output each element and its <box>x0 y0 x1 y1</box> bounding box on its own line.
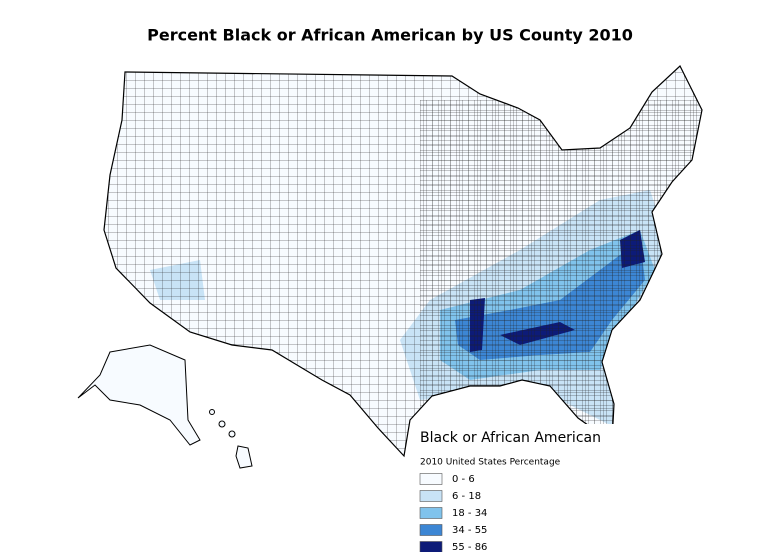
legend-swatch <box>419 541 443 552</box>
alaska <box>77 344 201 446</box>
map-title: Percent Black or African American by US … <box>147 26 633 45</box>
legend: 0 - 6 6 - 18 18 - 34 34 - 55 55 - 86 <box>419 473 487 552</box>
hawaii <box>209 409 253 469</box>
legend-label: 6 - 18 <box>452 491 481 502</box>
legend-swatch <box>419 490 443 502</box>
legend-label: 0 - 6 <box>452 474 475 485</box>
legend-subtitle: 2010 United States Percentage <box>420 458 561 468</box>
county-lines-east <box>420 100 702 456</box>
legend-swatch <box>419 473 443 485</box>
legend-label: 55 - 86 <box>452 542 487 552</box>
legend-title: Black or African American <box>420 430 601 446</box>
legend-label: 34 - 55 <box>452 525 487 536</box>
legend-swatch <box>419 507 443 519</box>
legend-bg <box>410 424 700 552</box>
legend-swatch <box>419 524 443 536</box>
legend-label: 18 - 34 <box>452 508 487 519</box>
